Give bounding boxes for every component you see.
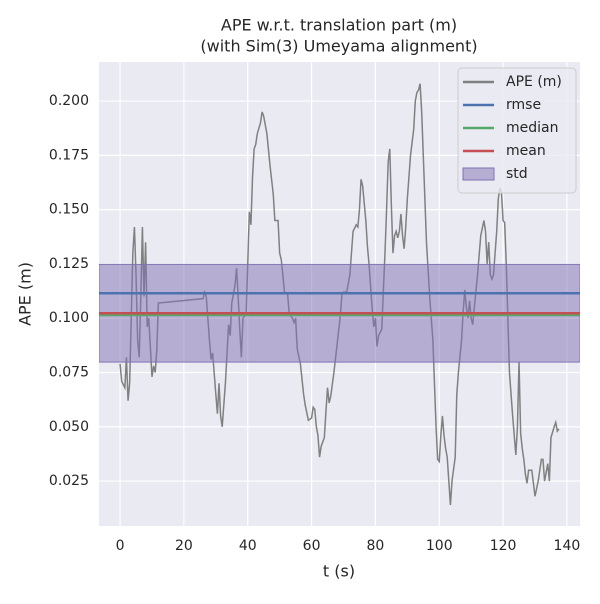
y-tick-label: 0.200 <box>49 93 89 109</box>
x-tick-label: 80 <box>366 538 384 554</box>
y-tick-label: 0.125 <box>49 256 89 272</box>
chart-title: APE w.r.t. translation part (m) <box>221 16 457 35</box>
legend-label: std <box>506 166 528 182</box>
legend-swatch <box>462 167 495 181</box>
x-axis-label: t (s) <box>323 562 355 581</box>
y-tick-label: 0.050 <box>49 419 89 435</box>
x-tick-label: 40 <box>239 538 257 554</box>
legend-label: mean <box>506 143 546 159</box>
x-tick-label: 120 <box>490 538 517 554</box>
legend-box <box>457 67 577 194</box>
legend-label: APE (m) <box>506 74 562 90</box>
y-tick-label: 0.075 <box>49 364 89 380</box>
x-tick-label: 60 <box>303 538 321 554</box>
y-tick-label: 0.025 <box>49 473 89 489</box>
chart-subtitle: (with Sim(3) Umeyama alignment) <box>200 37 477 56</box>
x-tick-label: 100 <box>426 538 453 554</box>
y-tick-label: 0.175 <box>49 147 89 163</box>
y-tick-label: 0.100 <box>49 310 89 326</box>
x-tick-label: 20 <box>175 538 193 554</box>
y-tick-label: 0.150 <box>49 202 89 218</box>
x-tick-label: 0 <box>116 538 125 554</box>
x-tick-label: 140 <box>554 538 581 554</box>
y-axis-label: APE (m) <box>16 262 35 326</box>
legend-label: median <box>506 120 558 136</box>
legend-label: rmse <box>506 97 541 113</box>
